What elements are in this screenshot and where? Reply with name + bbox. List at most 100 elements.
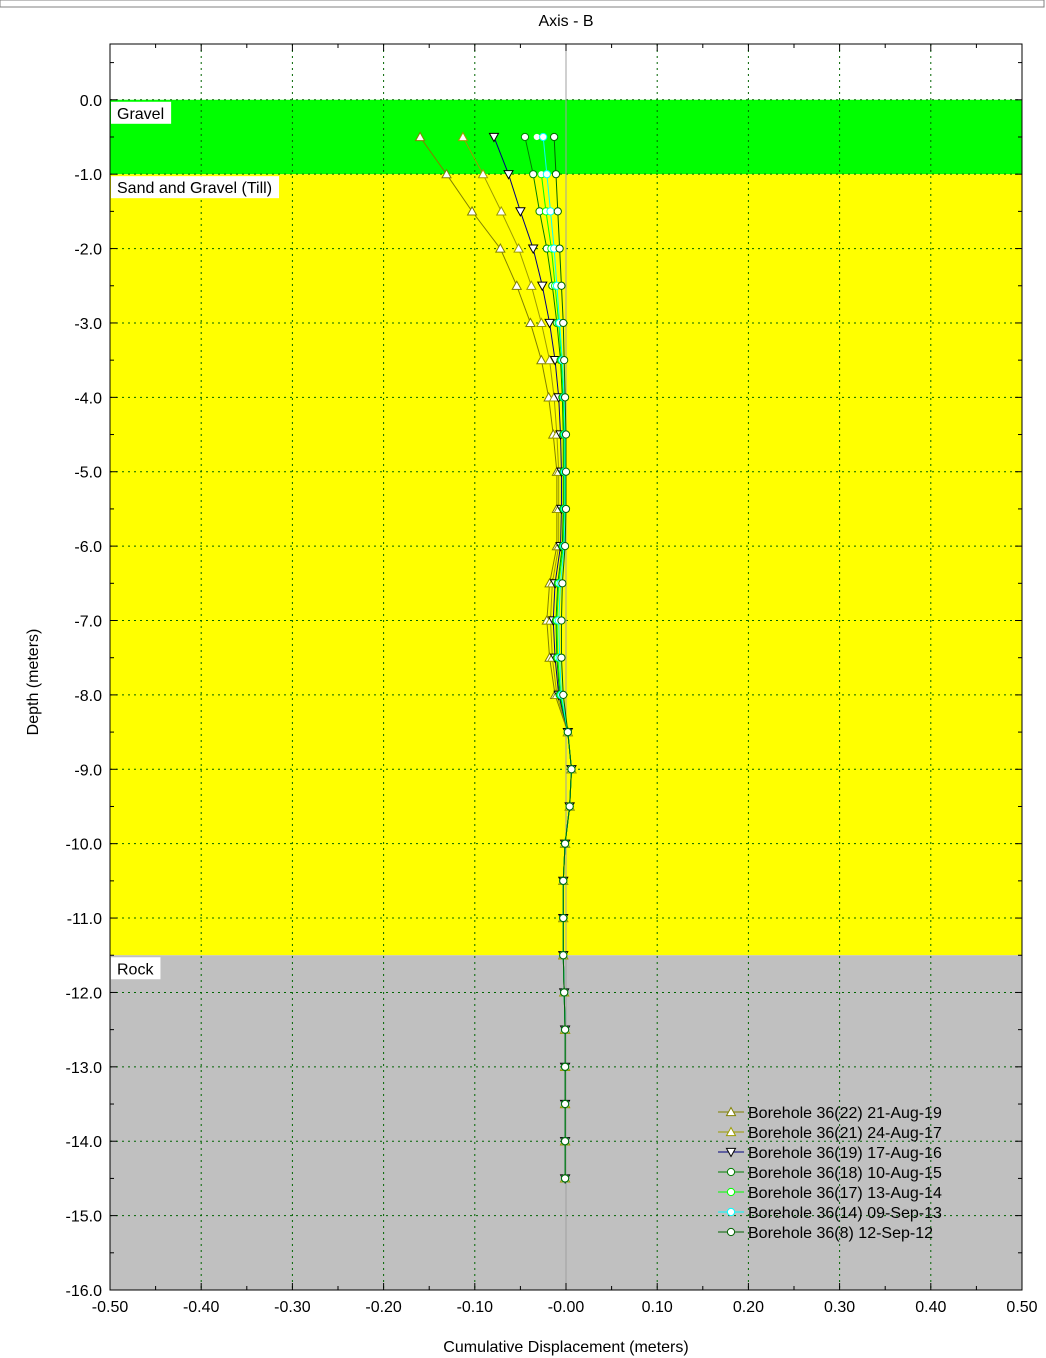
x-tick-label: 0.50 — [1006, 1299, 1037, 1316]
y-tick-label: -16.0 — [66, 1283, 103, 1300]
data-point — [520, 132, 530, 142]
legend-marker — [726, 1167, 736, 1177]
data-point — [567, 765, 576, 774]
y-tick-label: -5.0 — [74, 465, 102, 482]
top-frame — [0, 0, 1045, 8]
legend-marker — [725, 1106, 737, 1117]
y-tick-label: -7.0 — [74, 614, 102, 631]
data-point — [559, 913, 568, 923]
data-point — [536, 281, 548, 292]
y-tick-label: -2.0 — [74, 242, 102, 259]
data-point — [511, 280, 523, 290]
data-point — [559, 690, 568, 699]
data-point — [536, 317, 547, 328]
x-tick-label: -0.50 — [92, 1299, 129, 1316]
data-point — [555, 244, 564, 253]
data-point — [560, 1099, 570, 1109]
data-point — [560, 1174, 570, 1183]
x-axis-label: Cumulative Displacement (meters) — [443, 1339, 688, 1356]
y-tick-label: -1.0 — [74, 167, 102, 184]
data-point — [515, 207, 526, 217]
data-point — [527, 244, 539, 255]
data-point — [539, 132, 548, 142]
data-point — [457, 131, 469, 142]
legend-marker — [725, 1147, 737, 1158]
layer-label: Gravel — [117, 106, 164, 123]
data-point — [560, 393, 570, 402]
x-tick-label: -0.40 — [183, 1299, 220, 1316]
data-point — [503, 170, 514, 180]
data-point — [525, 317, 536, 328]
data-point — [550, 132, 559, 142]
y-tick-label: -4.0 — [74, 390, 102, 407]
y-tick-label: -14.0 — [66, 1134, 103, 1151]
x-tick-label: 0.30 — [824, 1299, 855, 1316]
legend-marker — [725, 1126, 737, 1137]
legend-entry: Borehole 36(17) 13-Aug-14 — [748, 1185, 942, 1202]
data-point — [560, 542, 570, 551]
data-point — [414, 131, 426, 142]
y-tick-label: 0.0 — [80, 93, 102, 110]
data-point — [560, 356, 569, 365]
data-point — [560, 839, 570, 848]
data-point — [563, 727, 572, 737]
x-tick-label: -0.20 — [365, 1299, 402, 1316]
x-tick-label: -0.10 — [457, 1299, 494, 1316]
legend: Borehole 36(22) 21-Aug-19 Borehole 36(21)… — [718, 1105, 942, 1242]
series-6 — [550, 132, 576, 1183]
y-tick-label: -6.0 — [74, 539, 102, 556]
y-axis-ticks: 0.0 -1.0 -2.0 -3.0 -4.0 -5.0 -6.0 -7.0 -8.0 -9.0 -… — [66, 62, 1022, 1300]
data-point — [544, 318, 555, 329]
data-point — [560, 1137, 570, 1146]
data-point — [466, 205, 478, 216]
layer-label-bg — [111, 101, 172, 124]
y-tick-label: -9.0 — [74, 762, 102, 779]
data-point — [441, 168, 452, 179]
data-point — [561, 467, 571, 476]
legend-marker — [726, 1187, 736, 1197]
data-point — [488, 132, 500, 143]
data-point — [536, 354, 547, 365]
legend-entry: Borehole 36(21) 24-Aug-17 — [748, 1125, 942, 1142]
data-point — [560, 1025, 570, 1034]
y-tick-label: -3.0 — [74, 316, 102, 333]
data-point — [561, 504, 571, 514]
x-tick-label: 0.10 — [642, 1299, 673, 1316]
data-point — [559, 318, 568, 328]
y-tick-label: -8.0 — [74, 688, 102, 705]
data-point — [557, 653, 566, 662]
layer-label: Rock — [117, 961, 154, 978]
x-tick-label: 0.20 — [733, 1299, 764, 1316]
y-tick-label: -11.0 — [67, 911, 102, 928]
data-point — [561, 430, 571, 439]
layer-label: Sand and Gravel (Till) — [117, 180, 272, 197]
y-tick-label: -13.0 — [66, 1060, 103, 1077]
x-tick-label: 0.40 — [915, 1299, 946, 1316]
legend-entry: Borehole 36(14) 09-Sep-13 — [748, 1205, 942, 1222]
data-point — [494, 243, 506, 253]
y-tick-label: -12.0 — [66, 985, 103, 1002]
data-point — [546, 207, 555, 216]
legend-marker — [726, 1227, 736, 1237]
x-axis-ticks: -0.50 -0.40 -0.30 -0.20 -0.10 -0.00 0.10 0.20 0.… — [92, 44, 1038, 1316]
data-point — [557, 616, 566, 625]
layer-label-bg — [111, 957, 161, 980]
data-point — [551, 170, 561, 179]
data-point — [557, 281, 566, 290]
legend-marker — [726, 1207, 736, 1217]
x-tick-label: -0.30 — [274, 1299, 311, 1316]
legend-entry: Borehole 36(22) 21-Aug-19 — [748, 1105, 942, 1122]
data-point — [542, 170, 551, 179]
data-point — [495, 205, 507, 216]
legend-entry: Borehole 36(19) 17-Aug-16 — [748, 1145, 942, 1162]
y-axis-label: Depth (meters) — [25, 629, 42, 736]
data-point — [560, 1062, 570, 1071]
legend-entry: Borehole 36(8) 12-Sep-12 — [748, 1225, 933, 1242]
data-point — [560, 988, 569, 997]
series-group — [414, 131, 577, 1184]
x-tick-label: -0.00 — [548, 1299, 585, 1316]
legend-entry: Borehole 36(18) 10-Aug-15 — [748, 1165, 942, 1182]
data-point — [565, 802, 574, 811]
y-tick-label: -10.0 — [66, 837, 103, 854]
